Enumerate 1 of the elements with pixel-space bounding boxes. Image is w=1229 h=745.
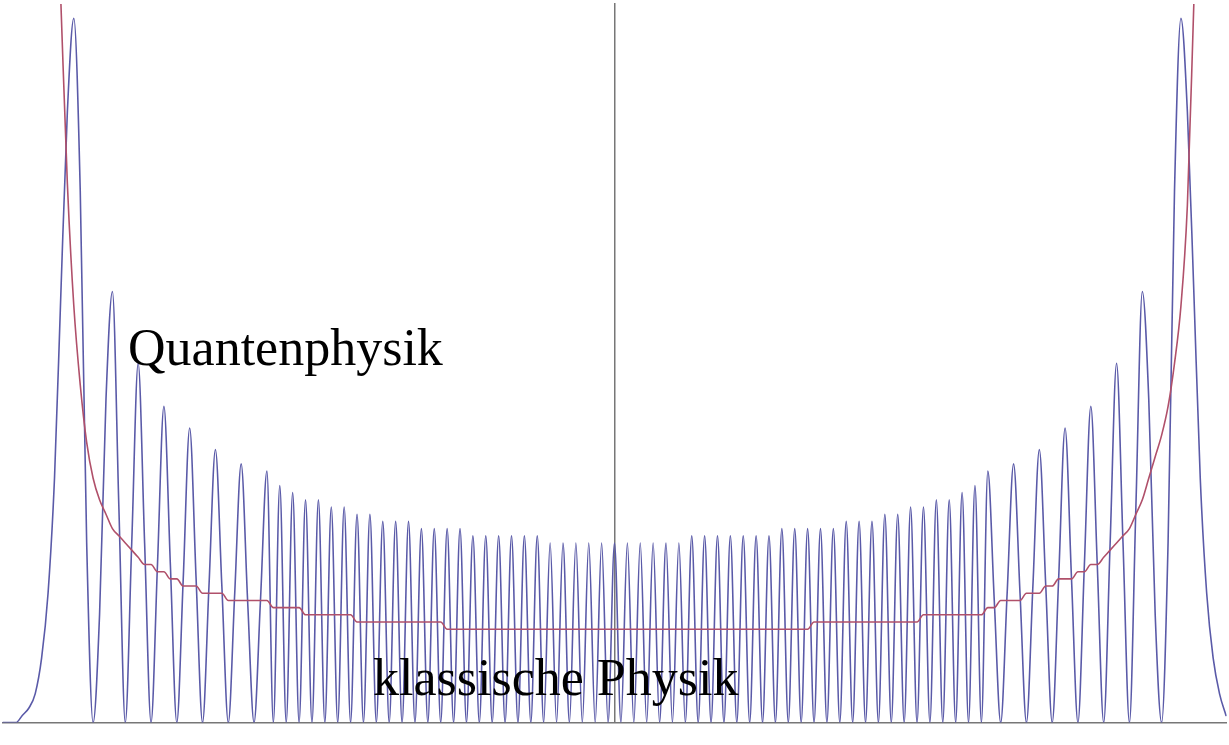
- annotation: Quantenphysik: [128, 319, 443, 376]
